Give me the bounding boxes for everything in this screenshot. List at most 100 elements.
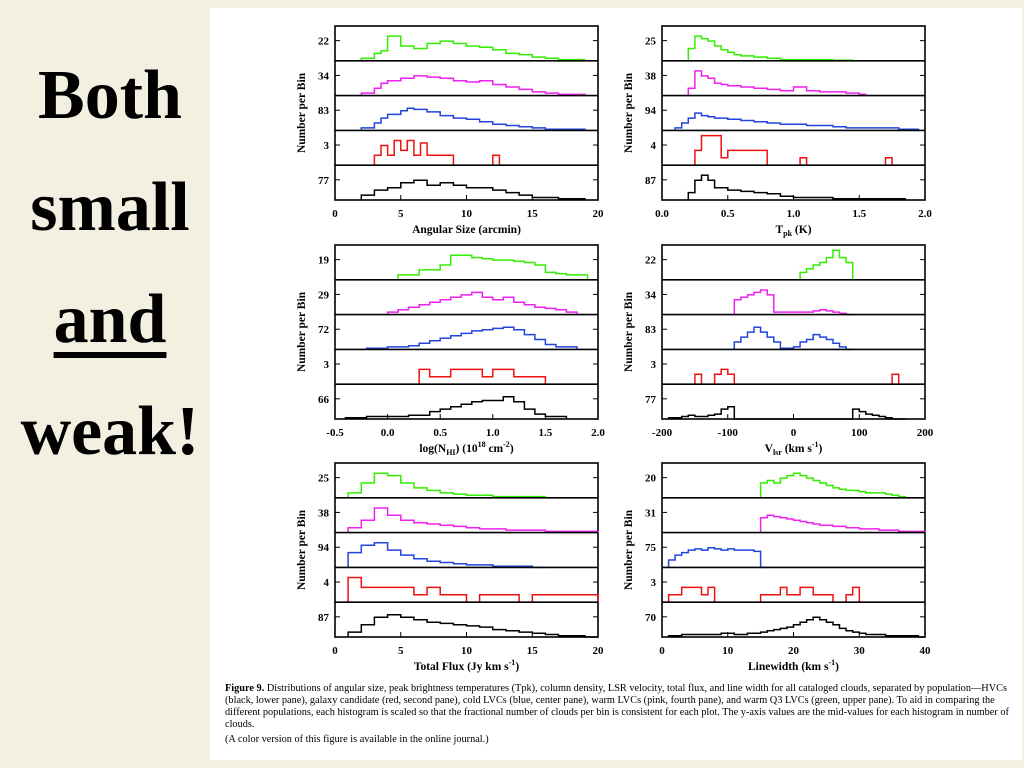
- velocity-y-label: 34: [645, 289, 657, 301]
- column-density-x-tick-label: 0.0: [381, 427, 395, 439]
- tpk-series-green: [687, 35, 854, 62]
- linewidth-y-label: 20: [645, 473, 657, 485]
- column-density-x-axis-label: log(NHI) (1018 cm-2): [419, 440, 513, 457]
- angular-size-series-magenta: [360, 75, 586, 96]
- linewidth-y-label: 75: [645, 542, 657, 554]
- linewidth-x-tick-label: 0: [659, 645, 665, 657]
- tpk-x-tick-label: 1.0: [787, 208, 801, 220]
- column-density-series-black: [344, 396, 568, 419]
- angular-size-y-axis-label: Number per Bin: [296, 72, 308, 153]
- total-flux-series-black: [347, 614, 598, 638]
- linewidth-y-label: 70: [645, 612, 657, 624]
- tpk-y-label: 87: [645, 175, 657, 187]
- figure-caption: Figure 9. Distributions of angular size,…: [225, 683, 1015, 746]
- angular-size-x-tick-label: 0: [332, 208, 338, 220]
- velocity-x-axis-label: Vlsr (km s-1): [765, 440, 823, 457]
- tpk-x-tick-label: 2.0: [918, 208, 932, 220]
- velocity-series-green: [799, 249, 860, 281]
- linewidth-x-tick-label: 30: [854, 645, 866, 657]
- angular-size-series-green: [360, 35, 586, 61]
- total-flux-series-magenta: [347, 507, 599, 533]
- velocity-x-tick-label: 100: [851, 427, 868, 439]
- velocity-y-label: 77: [645, 394, 657, 406]
- column-density-frame: [334, 244, 599, 420]
- linewidth-series-black: [667, 616, 925, 638]
- title-line-4: weak!: [20, 393, 200, 470]
- title-line-1: Both: [38, 57, 182, 134]
- linewidth-y-label: 31: [645, 507, 656, 519]
- total-flux-x-tick-label: 5: [398, 645, 404, 657]
- angular-size-series-blue: [360, 107, 586, 131]
- title-line-3: and: [53, 281, 167, 358]
- linewidth-y-label: 3: [651, 577, 657, 589]
- column-density-x-tick-label: -0.5: [326, 427, 344, 439]
- column-density-y-label: 29: [318, 289, 330, 301]
- total-flux-frame: [334, 462, 599, 638]
- velocity-series-blue: [733, 326, 853, 351]
- column-density-y-axis-label: Number per Bin: [296, 291, 308, 372]
- velocity-series-black: [667, 405, 906, 420]
- velocity-series-red: [694, 368, 906, 385]
- velocity-x-tick-label: 200: [917, 427, 934, 439]
- tpk-y-label: 25: [645, 36, 657, 48]
- total-flux-x-tick-label: 20: [593, 645, 605, 657]
- caption-label: Figure 9.: [225, 683, 265, 694]
- velocity-y-label: 3: [651, 359, 657, 371]
- column-density-x-tick-label: 0.5: [433, 427, 447, 439]
- column-density-series-blue: [365, 326, 578, 350]
- linewidth-y-axis-label: Number per Bin: [623, 509, 635, 590]
- linewidth-series-green: [759, 472, 907, 498]
- tpk-series-blue: [674, 112, 920, 131]
- total-flux-x-axis-label: Total Flux (Jy km s-1): [414, 658, 519, 673]
- velocity-y-label: 83: [645, 324, 657, 336]
- velocity-y-axis-label: Number per Bin: [623, 291, 635, 372]
- column-density-y-label: 72: [318, 324, 330, 336]
- slide-title: Both small and weak!: [10, 40, 210, 488]
- tpk-y-axis-label: Number per Bin: [623, 72, 635, 153]
- linewidth-x-tick-label: 40: [920, 645, 932, 657]
- angular-size-series-red: [373, 139, 506, 166]
- velocity-y-label: 22: [645, 255, 657, 267]
- linewidth-series-magenta: [759, 514, 926, 533]
- linewidth-x-tick-label: 10: [722, 645, 734, 657]
- column-density-series-red: [418, 368, 556, 385]
- total-flux-series-blue: [347, 542, 546, 569]
- angular-size-x-tick-label: 20: [593, 208, 605, 220]
- title-line-2: small: [30, 169, 190, 246]
- angular-size-y-label: 83: [318, 105, 330, 117]
- velocity-x-tick-label: -200: [652, 427, 673, 439]
- total-flux-y-label: 4: [324, 577, 330, 589]
- linewidth-x-tick-label: 20: [788, 645, 800, 657]
- tpk-x-tick-label: 0.5: [721, 208, 735, 220]
- velocity-x-tick-label: 0: [791, 427, 797, 439]
- angular-size-x-tick-label: 10: [461, 208, 473, 220]
- linewidth-series-red: [667, 586, 866, 603]
- column-density-x-tick-label: 2.0: [591, 427, 605, 439]
- total-flux-y-label: 87: [318, 612, 330, 624]
- total-flux-y-label: 38: [318, 507, 330, 519]
- total-flux-x-tick-label: 15: [527, 645, 539, 657]
- total-flux-x-tick-label: 10: [461, 645, 473, 657]
- angular-size-y-label: 34: [318, 70, 330, 82]
- angular-size-y-label: 77: [318, 175, 330, 187]
- velocity-frame: [661, 244, 926, 420]
- total-flux-y-axis-label: Number per Bin: [296, 509, 308, 590]
- total-flux-y-label: 94: [318, 542, 330, 554]
- tpk-x-tick-label: 1.5: [852, 208, 866, 220]
- velocity-x-tick-label: -100: [718, 427, 739, 439]
- tpk-series-magenta: [687, 70, 867, 96]
- column-density-x-tick-label: 1.5: [539, 427, 553, 439]
- column-density-y-label: 3: [324, 359, 330, 371]
- linewidth-x-axis-label: Linewidth (km s-1): [748, 658, 839, 673]
- angular-size-x-tick-label: 15: [527, 208, 539, 220]
- tpk-y-label: 94: [645, 105, 657, 117]
- angular-size-x-axis-label: Angular Size (arcmin): [412, 224, 521, 236]
- angular-size-y-label: 22: [318, 36, 330, 48]
- column-density-x-tick-label: 1.0: [486, 427, 500, 439]
- tpk-y-label: 38: [645, 70, 657, 82]
- angular-size-frame: [334, 25, 599, 201]
- angular-size-x-tick-label: 5: [398, 208, 404, 220]
- tpk-series-black: [687, 174, 907, 200]
- tpk-x-axis-label: Tpk (K): [775, 224, 811, 238]
- column-density-series-green: [397, 254, 589, 280]
